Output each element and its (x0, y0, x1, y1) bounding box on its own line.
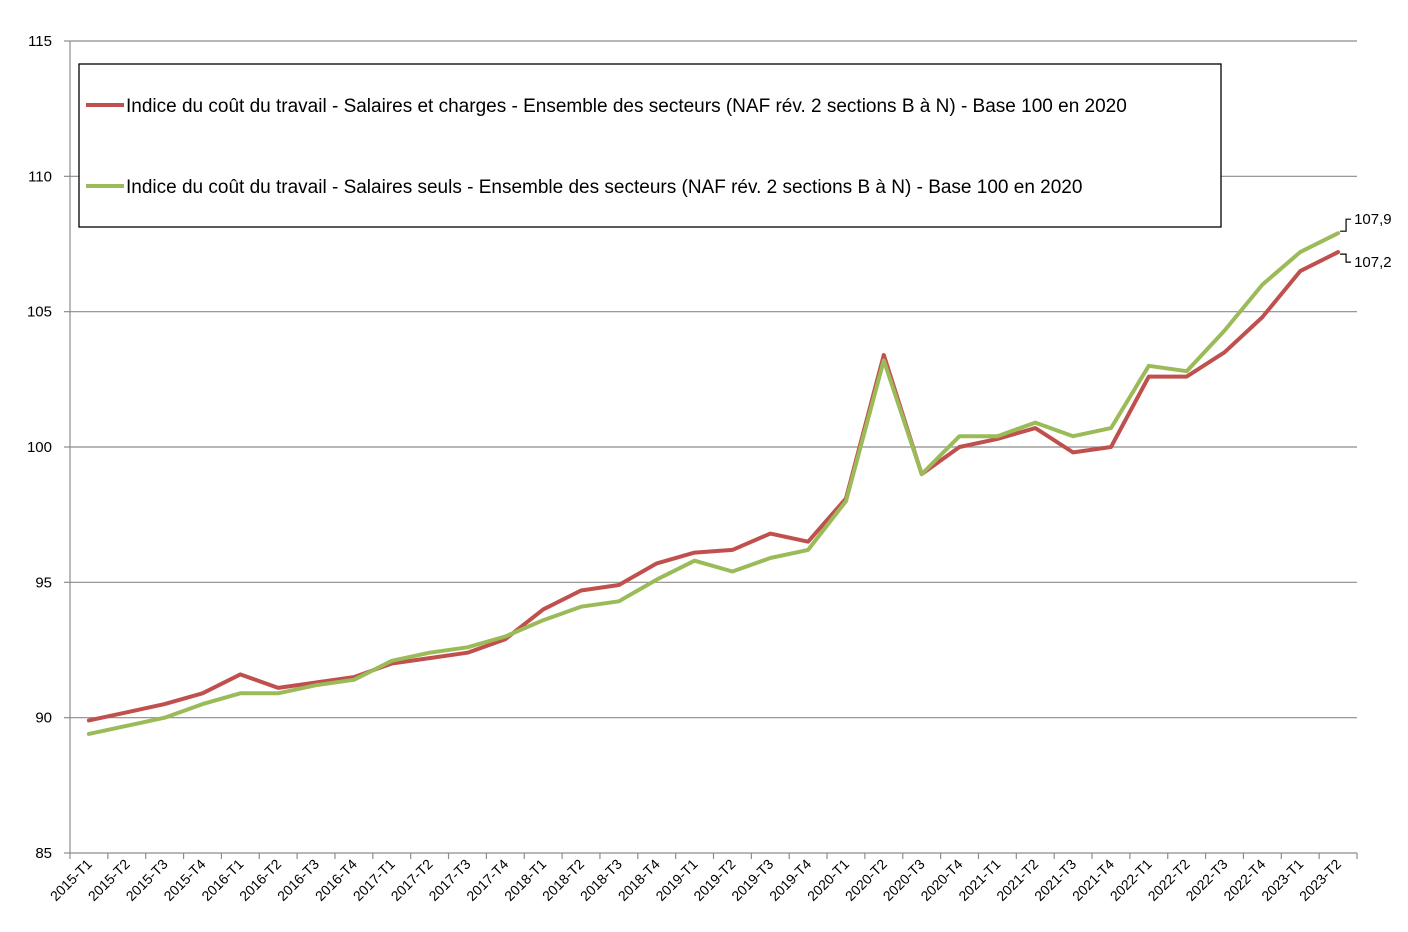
data-point-1-2016-T1 (238, 691, 242, 695)
data-point-1-2015-T1 (87, 732, 91, 736)
data-point-0-2023-T1 (1298, 269, 1302, 273)
gridlines (70, 40, 1357, 719)
y-tick-label-115: 115 (28, 33, 52, 50)
data-point-1-2015-T4 (200, 702, 204, 706)
data-point-0-2015-T1 (87, 718, 91, 722)
data-point-1-2021-T2 (1033, 421, 1037, 425)
data-point-0-2016-T1 (238, 672, 242, 676)
data-point-0-2020-T2 (882, 353, 886, 357)
data-point-1-2017-T1 (390, 659, 394, 663)
data-point-1-2020-T3 (920, 472, 924, 476)
data-point-0-2018-T3 (617, 583, 621, 587)
data-point-1-2018-T1 (541, 618, 545, 622)
data-point-1-2021-T1 (995, 434, 999, 438)
series-line-0 (86, 250, 1341, 723)
data-point-1-2018-T2 (579, 605, 583, 609)
data-point-1-2015-T3 (163, 716, 167, 720)
data-point-0-2021-T2 (1033, 426, 1037, 430)
legend-entry-salaires-et-charges: Indice du coût du travail - Salaires et … (126, 96, 1127, 117)
data-point-1-2016-T4 (352, 678, 356, 682)
data-point-1-2022-T2 (1185, 369, 1189, 373)
data-point-1-2017-T3 (465, 645, 469, 649)
data-point-0-2015-T4 (200, 691, 204, 695)
y-tick-label-90: 90 (35, 710, 52, 727)
data-point-1-2018-T3 (617, 599, 621, 603)
data-point-1-2023-T1 (1298, 250, 1302, 254)
data-point-0-2018-T2 (579, 588, 583, 592)
data-point-1-2020-T1 (844, 499, 848, 503)
data-point-0-2020-T4 (958, 445, 962, 449)
y-tick-label-110: 110 (28, 168, 52, 185)
data-point-0-2022-T1 (1147, 375, 1151, 379)
series-lines (86, 231, 1341, 736)
y-tick-label-85: 85 (35, 845, 52, 862)
data-point-1-2022-T4 (1260, 283, 1264, 287)
data-point-0-2015-T2 (125, 710, 129, 714)
data-point-1-2020-T2 (882, 358, 886, 362)
data-point-0-2017-T3 (465, 651, 469, 655)
data-point-1-2017-T2 (428, 651, 432, 655)
leader-line-1 (1340, 218, 1352, 232)
data-point-1-2015-T2 (125, 724, 129, 728)
data-point-0-2021-T4 (1109, 445, 1113, 449)
data-point-0-2022-T3 (1223, 350, 1227, 354)
data-point-1-2016-T2 (276, 691, 280, 695)
data-point-0-2015-T3 (163, 702, 167, 706)
data-point-0-2018-T4 (655, 561, 659, 565)
data-point-0-2019-T1 (693, 551, 697, 555)
data-point-1-2019-T1 (693, 559, 697, 563)
y-tick-label-100: 100 (27, 439, 52, 456)
data-point-1-2020-T4 (958, 434, 962, 438)
data-point-0-2022-T2 (1185, 375, 1189, 379)
y-tick-label-95: 95 (35, 574, 52, 591)
legend: Indice du coût du travail - Salaires et … (78, 63, 1222, 228)
data-point-1-2023-T2 (1336, 231, 1340, 235)
data-point-0-2021-T3 (1071, 450, 1075, 454)
data-point-1-2021-T3 (1071, 434, 1075, 438)
legend-box (78, 63, 1222, 228)
series-line-1 (86, 231, 1341, 736)
data-labels: 107,2 107,9 (1340, 211, 1392, 271)
data-point-1-2019-T4 (806, 548, 810, 552)
end-value-label-0: 107,2 (1354, 254, 1392, 271)
data-point-1-2022-T1 (1147, 364, 1151, 368)
data-point-1-2019-T2 (730, 570, 734, 574)
data-point-0-2017-T2 (428, 656, 432, 660)
data-point-1-2022-T3 (1223, 329, 1227, 333)
data-point-0-2019-T3 (768, 532, 772, 536)
data-point-1-2016-T3 (314, 683, 318, 687)
data-point-1-2018-T4 (655, 578, 659, 582)
data-point-1-2017-T4 (503, 634, 507, 638)
legend-entry-salaires-seuls: Indice du coût du travail - Salaires seu… (126, 177, 1082, 198)
data-point-0-2016-T2 (276, 686, 280, 690)
data-point-1-2019-T3 (768, 556, 772, 560)
data-point-0-2023-T2 (1336, 250, 1340, 254)
data-point-0-2018-T1 (541, 607, 545, 611)
y-tick-label-105: 105 (27, 304, 52, 321)
data-point-1-2021-T4 (1109, 426, 1113, 430)
data-point-0-2019-T4 (806, 540, 810, 544)
leader-line-0 (1340, 253, 1352, 263)
end-value-label-1: 107,9 (1354, 211, 1392, 228)
data-point-0-2022-T4 (1260, 315, 1264, 319)
data-point-0-2019-T2 (730, 548, 734, 552)
